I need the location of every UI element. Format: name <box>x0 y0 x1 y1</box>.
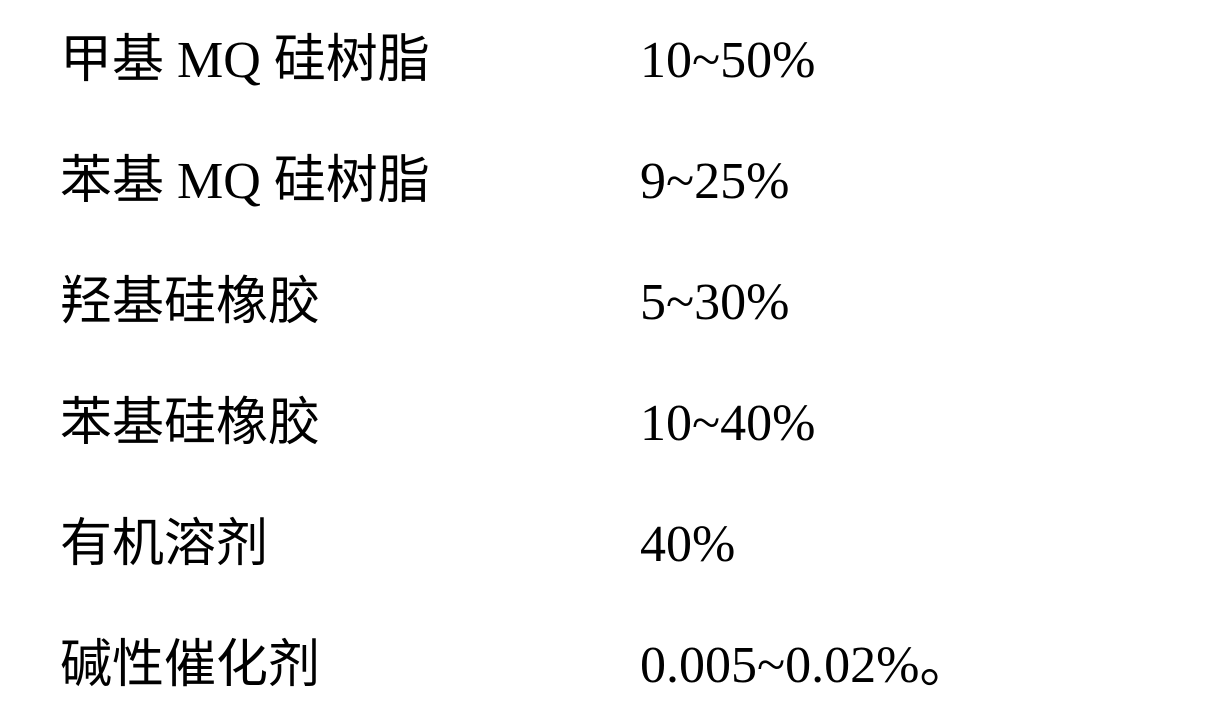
component-value: 10~40% <box>640 363 815 484</box>
table-row: 甲基 MQ 硅树脂 10~50% <box>60 0 1160 121</box>
component-label: 有机溶剂 <box>60 484 640 605</box>
table-row: 苯基 MQ 硅树脂 9~25% <box>60 121 1160 242</box>
component-label: 羟基硅橡胶 <box>60 242 640 363</box>
component-value: 9~25% <box>640 121 789 242</box>
table-row: 苯基硅橡胶 10~40% <box>60 363 1160 484</box>
table-row: 有机溶剂 40% <box>60 484 1160 605</box>
component-label: 碱性催化剂 <box>60 605 640 726</box>
component-label: 甲基 MQ 硅树脂 <box>60 0 640 121</box>
component-value: 10~50% <box>640 0 815 121</box>
component-label: 苯基 MQ 硅树脂 <box>60 121 640 242</box>
composition-table: 甲基 MQ 硅树脂 10~50% 苯基 MQ 硅树脂 9~25% 羟基硅橡胶 5… <box>60 0 1160 726</box>
component-value: 5~30% <box>640 242 789 363</box>
table-row: 碱性催化剂 0.005~0.02%。 <box>60 605 1160 726</box>
component-value: 40% <box>640 484 735 605</box>
component-value: 0.005~0.02%。 <box>640 605 971 726</box>
table-row: 羟基硅橡胶 5~30% <box>60 242 1160 363</box>
component-label: 苯基硅橡胶 <box>60 363 640 484</box>
